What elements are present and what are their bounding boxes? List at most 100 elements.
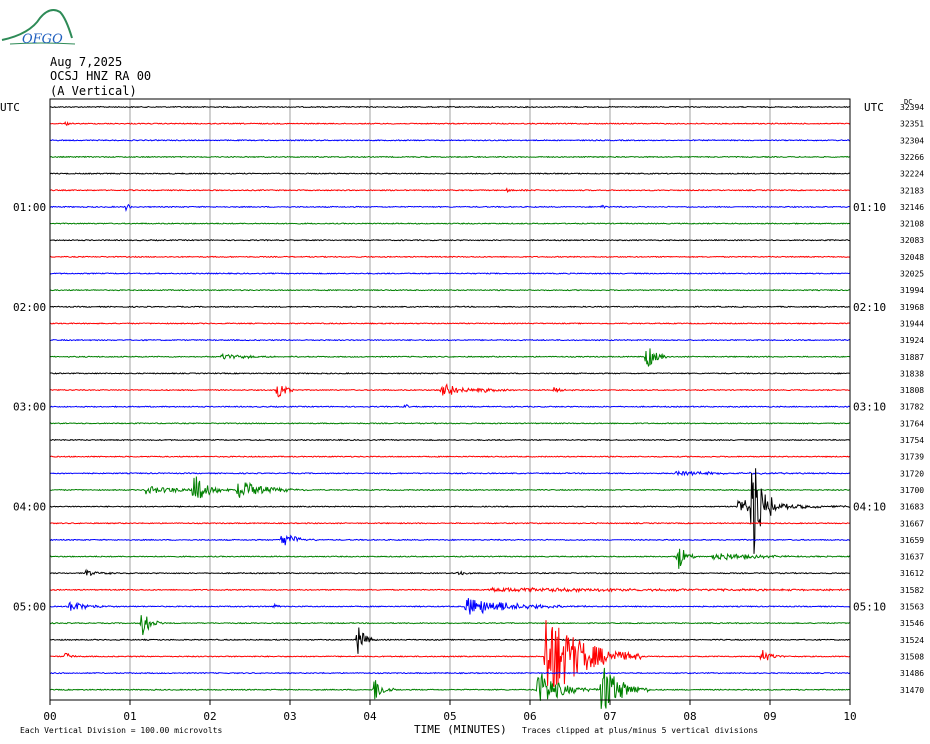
trace-row-32 xyxy=(49,627,851,654)
x-tick-label: 00 xyxy=(43,710,56,723)
trace-row-24 xyxy=(49,468,851,554)
dc-value-label: 31508 xyxy=(900,652,924,661)
dc-value-label: 32394 xyxy=(900,103,924,112)
dc-value-label: 32224 xyxy=(900,170,924,179)
x-axis-title: TIME (MINUTES) xyxy=(414,723,507,736)
left-utc-label: UTC xyxy=(0,101,20,114)
trace-row-1 xyxy=(49,120,851,127)
trace-row-15 xyxy=(49,348,851,368)
trace-row-6 xyxy=(49,203,851,212)
right-utc-label: UTC xyxy=(864,101,884,114)
right-time-label: 05:10 xyxy=(853,601,886,614)
dc-value-label: 31659 xyxy=(900,536,924,545)
trace-row-29 xyxy=(49,586,851,594)
trace-row-27 xyxy=(49,548,851,569)
seismic-traces xyxy=(49,105,851,709)
trace-row-25 xyxy=(49,522,851,525)
right-time-label: 03:10 xyxy=(853,401,886,414)
dc-value-label: 31968 xyxy=(900,303,924,312)
dc-value-label: 32048 xyxy=(900,253,924,262)
dc-value-label: 31612 xyxy=(900,569,924,578)
dc-value-label: 32083 xyxy=(900,236,924,245)
trace-row-5 xyxy=(49,187,851,194)
dc-value-label: 31887 xyxy=(900,353,924,362)
trace-row-18 xyxy=(49,403,851,409)
dc-value-label: 31782 xyxy=(900,403,924,412)
x-tick-label: 02 xyxy=(203,710,216,723)
left-time-label: 05:00 xyxy=(13,601,46,614)
x-tick-label: 09 xyxy=(763,710,776,723)
dc-value-label: 32266 xyxy=(900,153,924,162)
dc-value-label: 31524 xyxy=(900,636,924,645)
trace-row-23 xyxy=(50,476,851,499)
trace-row-4 xyxy=(49,172,851,175)
dc-value-label: 31667 xyxy=(900,519,924,528)
x-tick-label: 10 xyxy=(843,710,856,723)
x-tick-label: 07 xyxy=(603,710,616,723)
left-time-label: 03:00 xyxy=(13,401,46,414)
trace-row-31 xyxy=(49,615,851,636)
dc-value-label: 32304 xyxy=(900,136,924,145)
trace-row-16 xyxy=(49,372,851,375)
dc-value-label: 31720 xyxy=(900,469,924,478)
trace-row-26 xyxy=(49,534,851,546)
right-time-label: 01:10 xyxy=(853,201,886,214)
trace-row-12 xyxy=(49,305,851,309)
dc-value-label: 32146 xyxy=(900,203,924,212)
trace-row-2 xyxy=(49,139,851,142)
dc-value-label: 31944 xyxy=(900,319,924,328)
left-time-label: 01:00 xyxy=(13,201,46,214)
dc-value-label: 31739 xyxy=(900,453,924,462)
axis-labels: 32394 32351 32304 32266 32224 32183 32146 32108… xyxy=(13,103,924,723)
plot-frame xyxy=(49,98,851,701)
dc-value-label: 32351 xyxy=(900,120,924,129)
ofgo-logo: OFGO xyxy=(0,4,80,52)
dc-value-label: 31808 xyxy=(900,386,924,395)
trace-row-30 xyxy=(49,598,851,615)
x-tick-label: 03 xyxy=(283,710,296,723)
dc-label: DC xyxy=(904,98,912,106)
trace-row-0 xyxy=(49,105,851,109)
x-tick-label: 08 xyxy=(683,710,696,723)
station-label: OCSJ HNZ RA 00 xyxy=(50,69,152,83)
dc-value-label: 31582 xyxy=(900,586,924,595)
dc-value-label: 31994 xyxy=(900,286,924,295)
dc-value-label: 31838 xyxy=(900,369,924,378)
trace-row-21 xyxy=(49,455,851,458)
trace-row-14 xyxy=(49,338,851,342)
dc-value-label: 32025 xyxy=(900,270,924,279)
trace-row-28 xyxy=(49,568,851,577)
dc-value-label: 31546 xyxy=(900,619,924,628)
trace-row-19 xyxy=(49,422,851,425)
dc-value-label: 31563 xyxy=(900,603,924,612)
dc-value-label: 31470 xyxy=(900,686,924,695)
trace-row-35 xyxy=(49,667,851,709)
trace-row-9 xyxy=(49,255,851,259)
left-time-label: 04:00 xyxy=(13,501,46,514)
right-time-label: 04:10 xyxy=(853,501,886,514)
trace-row-13 xyxy=(50,322,851,325)
footer-clip-note: Traces clipped at plus/minus 5 vertical … xyxy=(522,726,758,735)
component-label: (A Vertical) xyxy=(50,84,137,98)
logo-text: OFGO xyxy=(22,32,63,47)
footer-scale-note: Each Vertical Division = 100.00 microvol… xyxy=(20,726,222,735)
trace-row-7 xyxy=(49,222,851,225)
trace-row-11 xyxy=(49,288,850,292)
trace-row-34 xyxy=(49,671,851,675)
dc-value-label: 32183 xyxy=(900,186,924,195)
dc-value-label: 31700 xyxy=(900,486,924,495)
date-label: Aug 7,2025 xyxy=(50,55,123,69)
x-tick-label: 06 xyxy=(523,710,536,723)
dc-value-label: 31683 xyxy=(900,503,924,512)
dc-value-label: 31924 xyxy=(900,336,924,345)
dc-value-label: 31754 xyxy=(900,436,924,445)
trace-row-3 xyxy=(49,155,850,159)
trace-row-17 xyxy=(49,383,851,398)
dc-value-label: 31637 xyxy=(900,553,924,562)
dc-value-label: 31486 xyxy=(900,669,924,678)
dc-value-label: 31764 xyxy=(900,419,924,428)
x-tick-label: 05 xyxy=(443,710,456,723)
x-tick-label: 01 xyxy=(123,710,136,723)
trace-row-20 xyxy=(49,438,851,442)
